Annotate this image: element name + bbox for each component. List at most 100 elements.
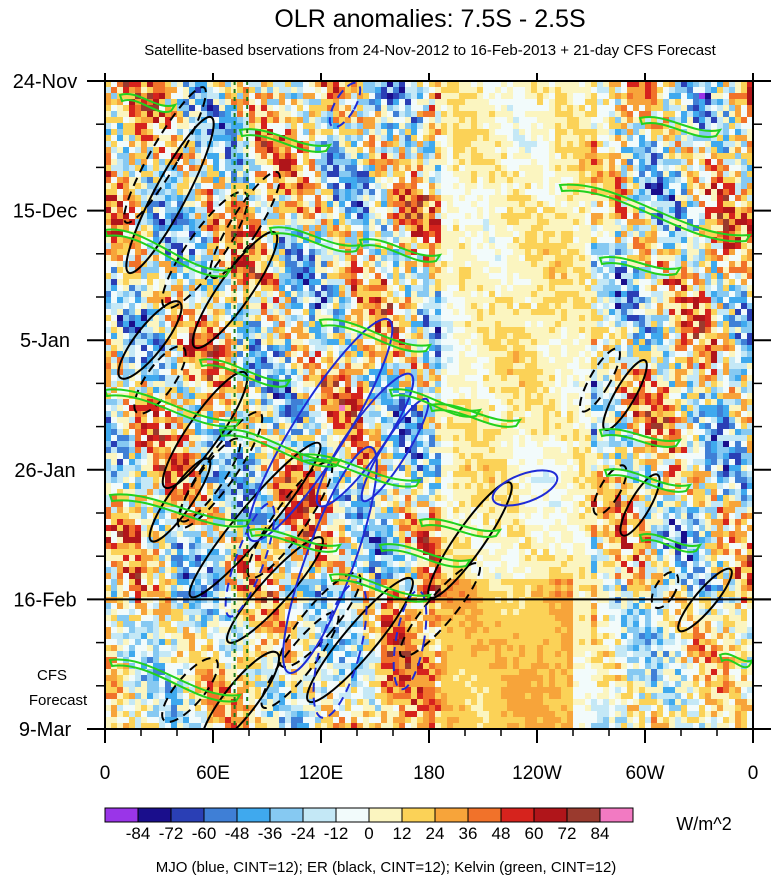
heatmap-cell bbox=[735, 249, 742, 256]
heatmap-cell bbox=[105, 81, 112, 88]
heatmap-cell bbox=[381, 81, 388, 88]
heatmap-cell bbox=[261, 123, 268, 130]
heatmap-cell bbox=[645, 171, 652, 178]
heatmap-cell bbox=[651, 249, 658, 256]
heatmap-cell bbox=[465, 201, 472, 208]
heatmap-cell bbox=[423, 303, 430, 310]
heatmap-cell bbox=[153, 255, 160, 262]
heatmap-cell bbox=[111, 225, 118, 232]
heatmap-cell bbox=[303, 105, 310, 112]
heatmap-cell bbox=[549, 219, 556, 226]
heatmap-cell bbox=[669, 303, 676, 310]
heatmap-cell bbox=[321, 207, 328, 214]
heatmap-cell bbox=[699, 189, 706, 196]
heatmap-cell bbox=[609, 171, 616, 178]
heatmap-cell bbox=[525, 315, 532, 322]
heatmap-cell bbox=[447, 159, 454, 166]
heatmap-cell bbox=[219, 285, 226, 292]
heatmap-cell bbox=[675, 255, 682, 262]
heatmap-cell bbox=[501, 123, 508, 130]
heatmap-cell bbox=[129, 285, 136, 292]
heatmap-cell bbox=[333, 177, 340, 184]
heatmap-cell bbox=[393, 267, 400, 274]
heatmap-cell bbox=[687, 249, 694, 256]
heatmap-cell bbox=[321, 213, 328, 220]
heatmap-cell bbox=[747, 213, 753, 220]
heatmap-cell bbox=[333, 237, 340, 244]
heatmap-cell bbox=[141, 291, 148, 298]
heatmap-cell bbox=[309, 93, 316, 100]
heatmap-cell bbox=[699, 171, 706, 178]
heatmap-cell bbox=[483, 303, 490, 310]
heatmap-cell bbox=[543, 297, 550, 304]
heatmap-cell bbox=[237, 243, 244, 250]
heatmap-cell bbox=[519, 81, 526, 88]
heatmap-cell bbox=[321, 225, 328, 232]
heatmap-cell bbox=[309, 309, 316, 316]
heatmap-cell bbox=[747, 291, 753, 298]
heatmap-cell bbox=[147, 111, 154, 118]
heatmap-cell bbox=[501, 147, 508, 154]
heatmap-cell bbox=[573, 261, 580, 268]
heatmap-cell bbox=[309, 255, 316, 262]
heatmap-cell bbox=[147, 183, 154, 190]
heatmap-cell bbox=[477, 123, 484, 130]
heatmap-cell bbox=[393, 171, 400, 178]
heatmap-cell bbox=[591, 339, 598, 346]
heatmap-cell bbox=[519, 225, 526, 232]
heatmap-cell bbox=[255, 177, 262, 184]
heatmap-cell bbox=[183, 357, 190, 364]
heatmap-cell bbox=[123, 321, 130, 328]
heatmap-cell bbox=[723, 153, 730, 160]
heatmap-cell bbox=[525, 339, 532, 346]
heatmap-cell bbox=[465, 327, 472, 334]
heatmap-cell bbox=[177, 135, 184, 142]
heatmap-cell bbox=[285, 303, 292, 310]
heatmap-cell bbox=[225, 201, 232, 208]
heatmap-cell bbox=[471, 159, 478, 166]
heatmap-cell bbox=[153, 93, 160, 100]
heatmap-cell bbox=[153, 189, 160, 196]
heatmap-cell bbox=[735, 303, 742, 310]
heatmap-cell bbox=[453, 201, 460, 208]
heatmap-cell bbox=[315, 327, 322, 334]
heatmap-cell bbox=[153, 321, 160, 328]
heatmap-cell bbox=[459, 183, 466, 190]
heatmap-cell bbox=[225, 105, 232, 112]
heatmap-cell bbox=[705, 201, 712, 208]
heatmap-cell bbox=[171, 117, 178, 124]
heatmap-cell bbox=[741, 129, 748, 136]
heatmap-cell bbox=[435, 333, 442, 340]
heatmap-cell bbox=[309, 207, 316, 214]
heatmap-cell bbox=[273, 129, 280, 136]
heatmap-cell bbox=[417, 255, 424, 262]
heatmap-cell bbox=[297, 267, 304, 274]
heatmap-cell bbox=[585, 309, 592, 316]
heatmap-cell bbox=[549, 297, 556, 304]
heatmap-cell bbox=[591, 87, 598, 94]
heatmap-cell bbox=[285, 195, 292, 202]
heatmap-cell bbox=[453, 183, 460, 190]
heatmap-cell bbox=[519, 315, 526, 322]
heatmap-cell bbox=[369, 87, 376, 94]
heatmap-cell bbox=[561, 291, 568, 298]
heatmap-cell bbox=[585, 261, 592, 268]
heatmap-cell bbox=[483, 117, 490, 124]
heatmap-cell bbox=[699, 273, 706, 280]
heatmap-cell bbox=[375, 285, 382, 292]
heatmap-cell bbox=[447, 333, 454, 340]
heatmap-cell bbox=[657, 213, 664, 220]
heatmap-cell bbox=[507, 147, 514, 154]
heatmap-cell bbox=[453, 99, 460, 106]
heatmap-cell bbox=[261, 213, 268, 220]
heatmap-cell bbox=[681, 153, 688, 160]
heatmap-cell bbox=[639, 279, 646, 286]
heatmap-cell bbox=[213, 327, 220, 334]
heatmap-cell bbox=[111, 207, 118, 214]
heatmap-cell bbox=[111, 153, 118, 160]
heatmap-cell bbox=[123, 189, 130, 196]
heatmap-cell bbox=[465, 177, 472, 184]
heatmap-cell bbox=[573, 255, 580, 262]
heatmap-cell bbox=[135, 135, 142, 142]
heatmap-cell bbox=[315, 279, 322, 286]
